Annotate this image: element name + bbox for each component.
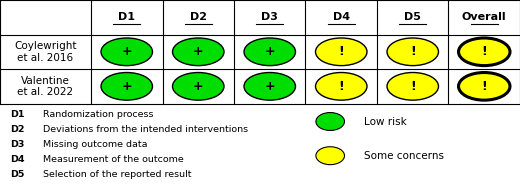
Text: !: ! (410, 45, 415, 58)
Text: +: + (122, 80, 132, 93)
Ellipse shape (244, 73, 295, 100)
Text: D1: D1 (118, 12, 135, 22)
Text: Selection of the reported result: Selection of the reported result (43, 170, 191, 179)
Text: +: + (265, 45, 275, 58)
Ellipse shape (316, 147, 345, 165)
Ellipse shape (316, 38, 367, 66)
Text: D3: D3 (10, 140, 25, 149)
Text: !: ! (339, 80, 344, 93)
Ellipse shape (101, 73, 152, 100)
Text: +: + (193, 45, 203, 58)
Ellipse shape (459, 38, 510, 66)
Ellipse shape (459, 73, 510, 100)
Text: +: + (193, 80, 203, 93)
Text: D4: D4 (333, 12, 350, 22)
Text: D2: D2 (190, 12, 207, 22)
Text: D1: D1 (10, 110, 25, 119)
Text: Missing outcome data: Missing outcome data (43, 140, 147, 149)
Ellipse shape (387, 73, 438, 100)
Text: D5: D5 (405, 12, 421, 22)
Text: D5: D5 (10, 170, 25, 179)
Ellipse shape (244, 38, 295, 66)
Text: !: ! (482, 80, 487, 93)
Ellipse shape (316, 112, 345, 130)
Text: !: ! (410, 80, 415, 93)
Text: D3: D3 (262, 12, 278, 22)
Text: Deviations from the intended interventions: Deviations from the intended interventio… (43, 125, 248, 134)
Ellipse shape (101, 38, 152, 66)
Text: !: ! (482, 45, 487, 58)
Ellipse shape (387, 38, 438, 66)
Ellipse shape (173, 73, 224, 100)
Text: Measurement of the outcome: Measurement of the outcome (43, 155, 184, 164)
Text: D4: D4 (10, 155, 25, 164)
Text: Coylewright
et al. 2016: Coylewright et al. 2016 (14, 41, 77, 63)
Text: Valentine
et al. 2022: Valentine et al. 2022 (18, 75, 73, 97)
Text: Some concerns: Some concerns (364, 151, 444, 161)
Text: D2: D2 (10, 125, 25, 134)
Text: Overall: Overall (462, 12, 506, 22)
Text: !: ! (339, 45, 344, 58)
Text: Low risk: Low risk (364, 117, 407, 127)
Ellipse shape (316, 73, 367, 100)
Text: +: + (122, 45, 132, 58)
Text: +: + (265, 80, 275, 93)
Ellipse shape (173, 38, 224, 66)
Text: Randomization process: Randomization process (43, 110, 153, 119)
